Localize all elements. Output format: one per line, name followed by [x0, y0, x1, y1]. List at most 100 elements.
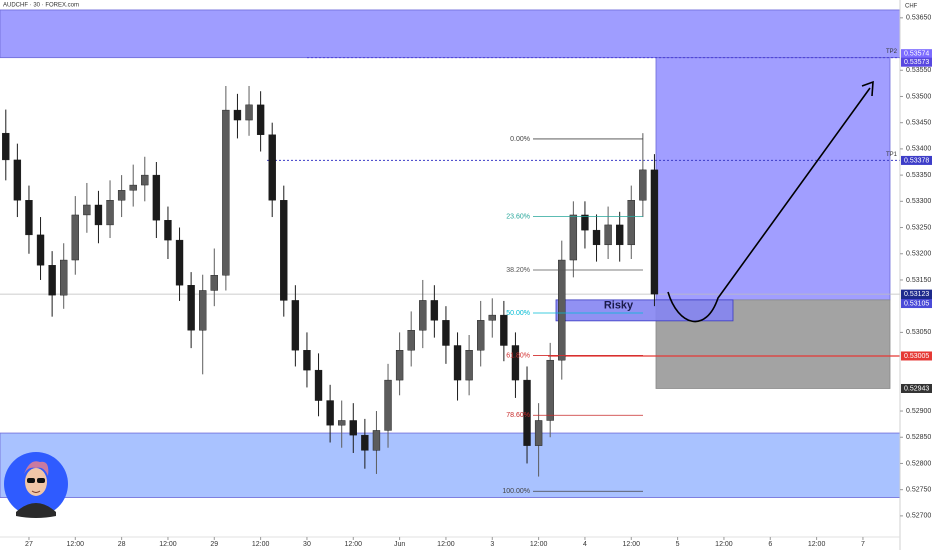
- x-tick-label: 27: [25, 541, 33, 548]
- zone: [0, 9, 901, 59]
- x-tick-label: 12:00: [345, 541, 363, 548]
- price-label-box: [901, 383, 932, 393]
- y-tick-label: 0.52900: [906, 408, 931, 415]
- candle-body: [268, 134, 276, 201]
- candle-body: [616, 224, 624, 246]
- candle-body: [604, 224, 612, 246]
- price-label: 0.52943: [904, 385, 929, 392]
- x-tick-label: 12:00: [67, 541, 85, 548]
- projection-arrow: [667, 87, 871, 323]
- candles: [2, 85, 659, 477]
- candle-body: [117, 190, 126, 201]
- candle-body: [60, 259, 68, 296]
- y-tick-label: 0.52800: [906, 460, 931, 467]
- price-label: 0.53123: [904, 291, 929, 298]
- x-tick-label: 12:00: [623, 541, 641, 548]
- candle-body: [395, 350, 404, 381]
- y-tick-label: 0.53250: [906, 224, 931, 231]
- candle-body: [83, 204, 91, 216]
- candle-body: [430, 300, 439, 321]
- y-tick-label: 0.52700: [906, 513, 931, 520]
- candle-body: [222, 109, 230, 276]
- candle-body: [326, 400, 334, 426]
- candle-body: [164, 219, 172, 241]
- y-tick-label: 0.53050: [906, 329, 931, 336]
- candle-body: [500, 314, 508, 346]
- candle-body: [419, 300, 427, 331]
- candle-body: [361, 434, 369, 451]
- y-tick-label: 0.53350: [906, 172, 931, 179]
- avatar: [4, 452, 68, 518]
- candle-body: [303, 350, 311, 371]
- candle-body: [94, 204, 103, 226]
- candle-body: [210, 275, 218, 291]
- x-tick-label: 12:00: [808, 541, 826, 548]
- price-label-box: [901, 299, 932, 309]
- y-tick-label: 0.53300: [906, 198, 931, 205]
- x-tick-label: 4: [583, 541, 587, 548]
- fib-label: 78.60%: [506, 412, 530, 419]
- x-tick-label: 12:00: [715, 541, 733, 548]
- price-label-box: [901, 155, 932, 165]
- y-tick-label: 0.53400: [906, 146, 931, 153]
- x-tick-label: 12:00: [252, 541, 270, 548]
- candle-body: [477, 320, 485, 351]
- candle-body: [71, 214, 79, 261]
- candle-body: [245, 104, 253, 121]
- y-tick-label: 0.53200: [906, 251, 931, 258]
- fib-label: 0.00%: [510, 136, 530, 143]
- x-tick-label: 12:00: [530, 541, 548, 548]
- candle-body: [558, 259, 566, 361]
- x-tick-label: 3: [490, 541, 494, 548]
- target-label: TP1: [886, 152, 898, 158]
- candle-body: [338, 420, 346, 426]
- zone-label: Risky: [604, 299, 634, 311]
- zone: [555, 299, 734, 322]
- y-tick-label: 0.53150: [906, 277, 931, 284]
- candle-body: [349, 420, 357, 436]
- y-tick-label: 0.53650: [906, 15, 931, 22]
- candle-body: [453, 345, 462, 381]
- candle-body: [581, 214, 589, 231]
- candle-body: [187, 285, 195, 331]
- candle-body: [442, 320, 450, 346]
- zones: Risky: [0, 9, 901, 498]
- x-tick-label: 29: [210, 541, 218, 548]
- price-label: 0.53574: [904, 51, 929, 58]
- fib-label: 38.20%: [506, 267, 530, 274]
- y-tick-label: 0.52750: [906, 487, 931, 494]
- price-label-box: [901, 351, 932, 361]
- levels: TP2 TP1: [0, 49, 900, 357]
- candle-body: [256, 104, 265, 135]
- candle-body: [2, 132, 10, 161]
- fib-levels: 0.00% 23.60% 38.20% 50.00% 61.80% 78.60% 100.0…: [502, 136, 643, 495]
- candle-body: [199, 290, 207, 331]
- zone: [655, 57, 891, 301]
- candle-body: [592, 229, 601, 246]
- candle-body: [129, 184, 137, 191]
- candle-body: [569, 214, 578, 261]
- candle-body: [511, 345, 520, 381]
- price-label-box: [901, 49, 932, 59]
- candle-body: [106, 200, 114, 226]
- y-axis-label: CHF: [905, 4, 918, 10]
- candle-body: [372, 430, 381, 451]
- x-tick-label: 7: [861, 541, 865, 548]
- candle-body: [291, 300, 300, 351]
- price-label: 0.53378: [904, 157, 929, 164]
- axes: 0.52700 0.52750 0.52800 0.52850 0.52900 0.530…: [25, 15, 932, 548]
- price-label-box: [901, 57, 932, 67]
- candle-body: [465, 350, 473, 381]
- arrow-head: [861, 80, 874, 97]
- x-tick-label: 30: [303, 541, 311, 548]
- x-tick-label: Jun: [394, 541, 405, 548]
- candle-body: [152, 174, 161, 221]
- y-tick-label: 0.53500: [906, 93, 931, 100]
- candle-body: [36, 234, 45, 266]
- candle-body: [384, 379, 392, 431]
- x-tick-label: 28: [118, 541, 126, 548]
- x-tick-label: 5: [676, 541, 680, 548]
- y-tick-label: 0.53550: [906, 67, 931, 74]
- chart-title: AUDCHF · 30 · FOREX.com: [3, 3, 79, 9]
